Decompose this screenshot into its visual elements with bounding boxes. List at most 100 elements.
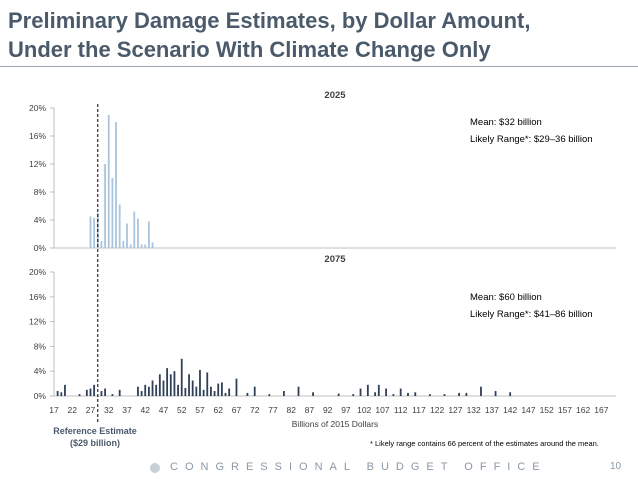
bottom-annotation: Mean: $60 billion Likely Range*: $41–86 … xyxy=(470,289,593,323)
bar-2025 xyxy=(104,164,106,248)
bar-2075 xyxy=(458,392,460,396)
x-tick-label: 47 xyxy=(159,405,169,415)
bar-2075 xyxy=(195,386,198,396)
reference-line-2: ($29 billion) xyxy=(69,438,120,448)
y-tick-label-2025: 16% xyxy=(29,131,46,141)
bar-2075 xyxy=(180,358,183,396)
bar-2075 xyxy=(220,382,223,396)
bar-2075 xyxy=(283,391,285,396)
bar-2075 xyxy=(385,388,387,396)
x-tick-label: 112 xyxy=(394,405,408,415)
x-tick-label: 152 xyxy=(540,405,554,415)
bar-2075 xyxy=(184,387,187,396)
bar-2075 xyxy=(213,391,216,396)
bar-2075 xyxy=(217,383,220,396)
x-tick-label: 37 xyxy=(122,405,132,415)
bar-2075 xyxy=(228,388,231,396)
bar-2025 xyxy=(133,211,136,248)
bar-2075 xyxy=(155,384,158,396)
bar-2075 xyxy=(199,369,201,396)
bar-2075 xyxy=(210,386,212,396)
bar-2075 xyxy=(147,386,150,396)
bar-2075 xyxy=(93,384,96,396)
bar-2075 xyxy=(414,392,417,396)
x-tick-label: 127 xyxy=(448,405,462,415)
panel-title-2075: 2075 xyxy=(324,254,346,265)
bar-2075 xyxy=(166,368,169,396)
bar-2025 xyxy=(111,178,114,248)
bar-2075 xyxy=(224,392,227,396)
x-tick-label: 52 xyxy=(177,405,187,415)
bar-2025 xyxy=(140,244,143,248)
x-tick-label: 147 xyxy=(521,405,535,415)
x-tick-label: 62 xyxy=(213,405,223,415)
bar-2075 xyxy=(312,392,315,396)
bar-2075 xyxy=(191,380,194,396)
bar-2075 xyxy=(377,384,380,396)
y-tick-label-2075: 16% xyxy=(29,292,46,302)
x-tick-label: 157 xyxy=(558,405,572,415)
bar-2025 xyxy=(126,223,128,248)
bar-2025 xyxy=(93,217,96,248)
x-tick-label: 77 xyxy=(268,405,278,415)
bar-2075 xyxy=(246,392,249,396)
x-tick-label: 97 xyxy=(341,405,351,415)
bar-2075 xyxy=(366,384,369,396)
bar-2075 xyxy=(100,391,103,396)
bar-2075 xyxy=(177,384,179,396)
top-range-label: Likely Range*: $29–36 billion xyxy=(470,134,593,145)
x-tick-label: 102 xyxy=(357,405,371,415)
bar-2025 xyxy=(144,244,147,248)
bar-2025 xyxy=(115,122,117,248)
bar-2025 xyxy=(137,218,139,248)
title-divider xyxy=(0,66,638,67)
reference-estimate-label: Reference Estimate ($29 billion) xyxy=(40,425,150,449)
bar-2025 xyxy=(151,242,154,248)
bar-2075 xyxy=(169,374,172,396)
x-tick-label: 132 xyxy=(467,405,481,415)
bar-2075 xyxy=(337,393,340,396)
y-tick-label-2025: 4% xyxy=(34,215,47,225)
bar-2025 xyxy=(147,221,150,248)
bar-2075 xyxy=(162,380,165,396)
y-tick-label-2075: 20% xyxy=(29,267,46,277)
x-tick-label: 162 xyxy=(576,405,590,415)
bar-2075 xyxy=(118,389,121,396)
y-tick-label-2025: 12% xyxy=(29,159,46,169)
x-tick-label: 137 xyxy=(485,405,499,415)
x-tick-label: 42 xyxy=(140,405,150,415)
bar-2075 xyxy=(407,392,409,396)
y-tick-label-2075: 0% xyxy=(34,391,47,401)
x-tick-label: 17 xyxy=(49,405,59,415)
x-tick-label: 107 xyxy=(375,405,389,415)
bar-2075 xyxy=(104,388,106,396)
bar-2075 xyxy=(144,384,147,396)
bar-2075 xyxy=(297,386,300,396)
bottom-mean-label: Mean: $60 billion xyxy=(470,292,542,303)
top-annotation: Mean: $32 billion Likely Range*: $29–36 … xyxy=(470,114,593,148)
x-tick-label: 57 xyxy=(195,405,205,415)
bar-2025 xyxy=(118,204,121,248)
x-axis-label: Billions of 2015 Dollars xyxy=(292,419,378,429)
bar-2075 xyxy=(60,392,63,396)
y-tick-label-2025: 20% xyxy=(29,103,46,113)
y-tick-label-2075: 12% xyxy=(29,317,46,327)
x-tick-label: 72 xyxy=(250,405,260,415)
page-number: 10 xyxy=(610,461,622,472)
bar-2075 xyxy=(443,394,446,396)
bar-2075 xyxy=(235,378,238,396)
slide-title: Preliminary Damage Estimates, by Dollar … xyxy=(8,6,608,64)
x-tick-label: 167 xyxy=(594,405,608,415)
bar-2075 xyxy=(465,392,468,396)
bar-2075 xyxy=(85,389,88,396)
x-tick-label: 32 xyxy=(104,405,114,415)
bar-2075 xyxy=(480,386,482,396)
bar-2075 xyxy=(158,374,161,396)
bar-2075 xyxy=(188,374,190,396)
org-name: CONGRESSIONAL BUDGET OFFICE xyxy=(170,461,547,473)
bar-2075 xyxy=(352,394,355,396)
bar-2075 xyxy=(111,394,114,396)
bar-2075 xyxy=(89,388,92,396)
bar-2075 xyxy=(428,394,431,396)
